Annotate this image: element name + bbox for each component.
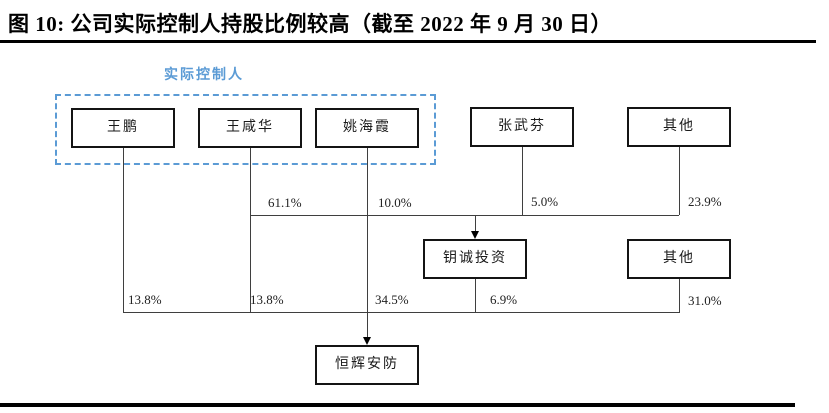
node-other-top: 其他 [627,107,731,147]
pct-other-in-henghui: 31.0% [688,293,722,308]
pct-yao-haixia-in-henghui: 34.5% [375,292,409,307]
title-divider [0,40,816,43]
pct-wang-xianhua-in-yuecheng: 61.1% [268,195,302,210]
connector-into-henghui [367,312,368,338]
arrowhead-into-henghui-icon [363,337,371,345]
node-henghui-security: 恒辉安防 [315,345,419,385]
pct-yuecheng-in-henghui: 6.9% [490,292,518,307]
node-wang-peng: 王鹏 [71,108,175,148]
node-yao-haixia-label: 姚海霞 [343,120,391,135]
node-other-mid-label: 其他 [663,251,695,266]
node-henghui-security-label: 恒辉安防 [335,357,399,372]
node-wang-xianhua: 王咸华 [198,108,302,148]
actual-controller-group-outline [55,94,436,165]
connector-other-mid-down [679,279,680,312]
node-wang-xianhua-label: 王咸华 [226,120,274,135]
node-other-top-label: 其他 [663,119,695,134]
pct-other-in-yuecheng: 23.9% [688,194,722,209]
node-zhang-wufen: 张武芬 [470,107,574,147]
connector-into-yuecheng [475,215,476,233]
node-other-mid: 其他 [627,239,731,279]
pct-wang-xianhua-in-henghui: 13.8% [250,292,284,307]
arrowhead-into-yuecheng-icon [471,231,479,239]
node-zhang-wufen-label: 张武芬 [498,119,546,134]
node-yao-haixia: 姚海霞 [315,108,419,148]
connector-yao-haixia-down [367,148,368,312]
node-yuecheng-investment-label: 钥诚投资 [443,251,507,266]
collector-line-yuecheng [250,215,679,216]
connector-wang-peng-down [123,148,124,312]
pct-wang-peng-in-henghui: 13.8% [128,292,162,307]
node-wang-peng-label: 王鹏 [107,120,139,135]
connector-other-top-down [679,147,680,215]
connector-wang-xianhua-down [250,148,251,312]
connector-zhang-wufen-down [522,147,523,215]
figure-title: 图 10: 公司实际控制人持股比例较高（截至 2022 年 9 月 30 日） [8,12,612,36]
connector-yuecheng-down [475,279,476,312]
node-yuecheng-investment: 钥诚投资 [423,239,527,279]
collector-line-henghui [123,312,680,313]
bottom-divider [0,403,795,407]
pct-yao-haixia-in-yuecheng: 10.0% [378,195,412,210]
actual-controller-label: 实际控制人 [164,68,244,83]
pct-zhang-wufen-in-yuecheng: 5.0% [531,194,559,209]
